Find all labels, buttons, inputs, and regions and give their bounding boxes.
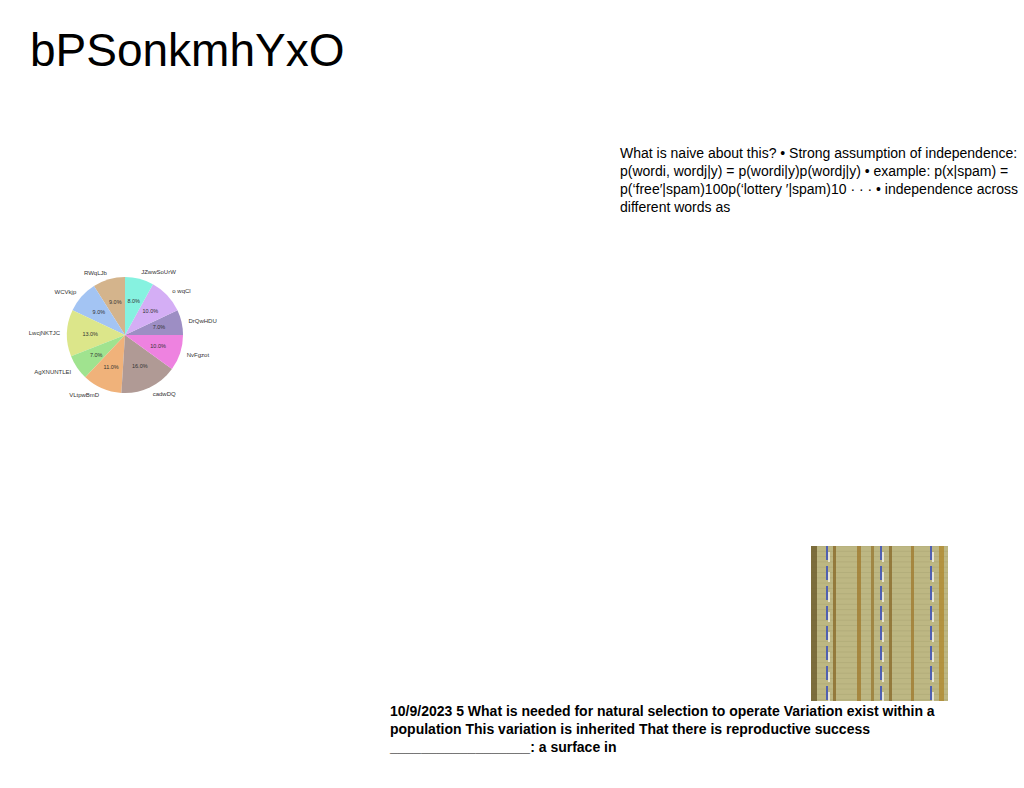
svg-text:13.0%: 13.0% [82, 331, 98, 337]
svg-text:VLtpwBmD: VLtpwBmD [69, 392, 100, 398]
svg-text:AgXNUNTLEI: AgXNUNTLEI [34, 369, 71, 375]
svg-text:7.0%: 7.0% [90, 352, 103, 358]
svg-text:WCVkjp: WCVkjp [55, 289, 77, 295]
svg-text:LwcjNKTJC: LwcjNKTJC [29, 330, 61, 336]
html-text:10/9/2023 5 What is needed for: 10/9/2023 5 What is needed for natural s… [390, 703, 935, 755]
svg-text:cadwDQ: cadwDQ [153, 391, 176, 397]
svg-text:NvFgzot: NvFgzot [187, 352, 210, 358]
svg-text:o wqCl: o wqCl [172, 288, 190, 294]
svg-text:7.0%: 7.0% [153, 324, 166, 330]
html-text:bPSonkmhYxO: bPSonkmhYxO [30, 24, 345, 76]
svg-text:16.0%: 16.0% [132, 363, 148, 369]
svg-text:9.0%: 9.0% [109, 299, 122, 305]
svg-text:10.0%: 10.0% [150, 343, 166, 349]
html-text:What is naive about this? • St: What is naive about this? • Strong assum… [620, 145, 1018, 215]
svg-text:9.0%: 9.0% [93, 309, 106, 315]
svg-text:8.0%: 8.0% [127, 298, 140, 304]
svg-text:RWqLJb: RWqLJb [84, 270, 108, 276]
svg-text:JZwwSoUrW: JZwwSoUrW [141, 269, 176, 275]
svg-text:11.0%: 11.0% [104, 364, 119, 370]
svg-text:DrQwHDU: DrQwHDU [188, 318, 216, 324]
svg-text:10.0%: 10.0% [143, 308, 159, 314]
